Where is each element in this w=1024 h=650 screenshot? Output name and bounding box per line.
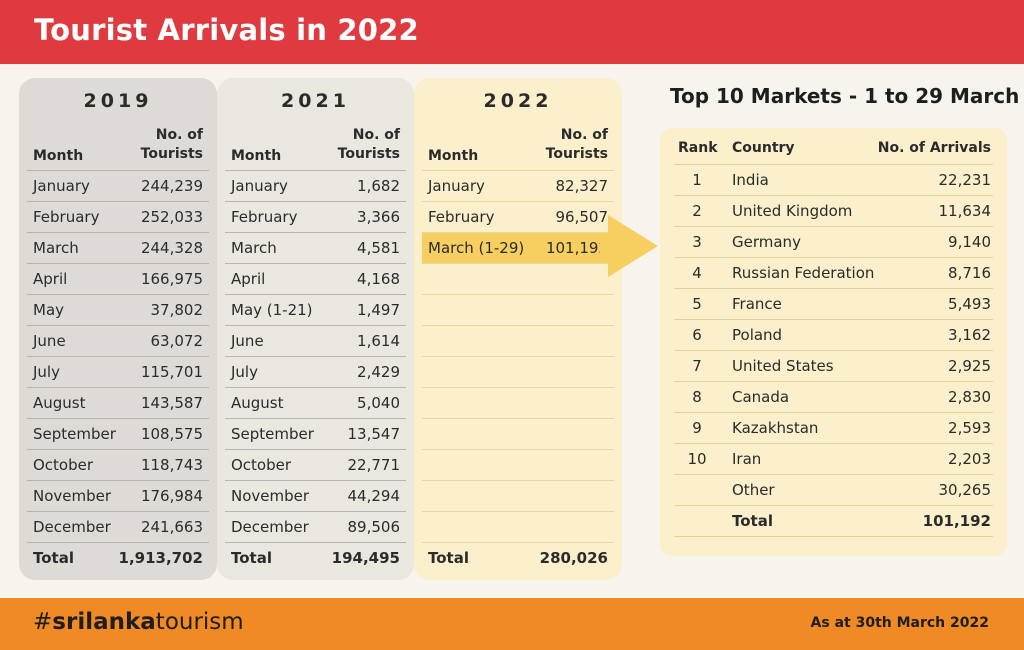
markets-rows: 1 India 22,231 2 United Kingdom 11,634 3 Germ… xyxy=(674,164,993,537)
arrivals-header: No. of Arrivals xyxy=(877,140,991,156)
table-row: December 241,663 xyxy=(27,511,209,542)
table-row: February 252,033 xyxy=(27,201,209,232)
table-row: 9 Kazakhstan 2,593 xyxy=(674,412,993,443)
table-row: January 82,327 xyxy=(422,170,614,201)
table-row: May (1-21) 1,497 xyxy=(225,294,406,325)
month-header: Month xyxy=(231,148,282,164)
page-title: Tourist Arrivals in 2022 xyxy=(34,13,419,47)
table-row: August 143,587 xyxy=(27,387,209,418)
panel-2021: 2021 Month No. of Tourists January 1,682 F… xyxy=(217,78,414,580)
table-row: June 63,072 xyxy=(27,325,209,356)
total-row: Total 194,495 xyxy=(225,542,406,573)
table-row: October 118,743 xyxy=(27,449,209,480)
country-header: Country xyxy=(732,140,795,156)
table-row: 1 India 22,231 xyxy=(674,164,993,195)
table-row xyxy=(422,511,614,542)
column-header: Month No. of Tourists xyxy=(428,124,608,168)
highlighted-row: March (1-29) 101,192 xyxy=(422,232,614,263)
table-row: August 5,040 xyxy=(225,387,406,418)
table-row xyxy=(422,480,614,511)
hashtag: #srilankatourism xyxy=(33,609,244,635)
header-banner: Tourist Arrivals in 2022 xyxy=(0,0,1024,64)
month-header: Month xyxy=(33,148,84,164)
total-row: Total 280,026 xyxy=(422,542,614,573)
year-label: 2022 xyxy=(483,90,553,112)
markets-table: Rank Country No. of Arrivals 1 India 22,23… xyxy=(660,128,1007,556)
panel-2022: 2022 Month No. of Tourists January 82,327 … xyxy=(414,78,622,580)
as-at-date: As at 30th March 2022 xyxy=(810,615,989,631)
table-row xyxy=(422,325,614,356)
table-row xyxy=(422,387,614,418)
panel-2019: 2019 Month No. of Tourists January 244,239… xyxy=(19,78,217,580)
table-row: 5 France 5,493 xyxy=(674,288,993,319)
tourists-header: No. of Tourists xyxy=(140,127,203,162)
table-row: July 115,701 xyxy=(27,356,209,387)
month-rows: January 244,239 February 252,033 March 244,… xyxy=(27,170,209,573)
year-label: 2019 xyxy=(83,90,153,112)
table-row: November 176,984 xyxy=(27,480,209,511)
total-row: Total 1,913,702 xyxy=(27,542,209,573)
markets-header: Rank Country No. of Arrivals xyxy=(674,138,993,160)
table-row: June 1,614 xyxy=(225,325,406,356)
table-row: 4 Russian Federation 8,716 xyxy=(674,257,993,288)
table-row: January 1,682 xyxy=(225,170,406,201)
total-row: Total 101,192 xyxy=(674,505,993,537)
table-row: March 244,328 xyxy=(27,232,209,263)
table-row: 3 Germany 9,140 xyxy=(674,226,993,257)
month-header: Month xyxy=(428,148,479,164)
table-row: December 89,506 xyxy=(225,511,406,542)
table-row: November 44,294 xyxy=(225,480,406,511)
table-row: 10 Iran 2,203 xyxy=(674,443,993,474)
rank-header: Rank xyxy=(678,140,718,156)
table-row xyxy=(422,418,614,449)
column-header: Month No. of Tourists xyxy=(231,124,400,168)
table-row: January 244,239 xyxy=(27,170,209,201)
tourists-header: No. of Tourists xyxy=(337,127,400,162)
table-row: February 96,507 xyxy=(422,201,614,232)
month-rows: January 82,327 February 96,507 March (1-29… xyxy=(422,170,614,573)
table-row: 6 Poland 3,162 xyxy=(674,319,993,350)
table-row xyxy=(422,449,614,480)
table-row: July 2,429 xyxy=(225,356,406,387)
table-row: April 4,168 xyxy=(225,263,406,294)
tourists-header: No. of Tourists xyxy=(545,127,608,162)
table-row: April 166,975 xyxy=(27,263,209,294)
month-rows: January 1,682 February 3,366 March 4,581 Ap… xyxy=(225,170,406,573)
table-row: 8 Canada 2,830 xyxy=(674,381,993,412)
table-row xyxy=(422,263,614,294)
arrow-right-icon xyxy=(608,215,658,277)
table-row: February 3,366 xyxy=(225,201,406,232)
footer-banner: #srilankatourism As at 30th March 2022 xyxy=(0,598,1024,650)
table-row: March 4,581 xyxy=(225,232,406,263)
year-label: 2021 xyxy=(281,90,350,112)
table-row: May 37,802 xyxy=(27,294,209,325)
markets-title: Top 10 Markets - 1 to 29 March xyxy=(670,84,1020,108)
table-row xyxy=(422,356,614,387)
table-row: September 13,547 xyxy=(225,418,406,449)
table-row: Other 30,265 xyxy=(674,474,993,505)
table-row: 2 United Kingdom 11,634 xyxy=(674,195,993,226)
table-row: September 108,575 xyxy=(27,418,209,449)
table-row: October 22,771 xyxy=(225,449,406,480)
column-header: Month No. of Tourists xyxy=(33,124,203,168)
table-row: 7 United States 2,925 xyxy=(674,350,993,381)
table-row xyxy=(422,294,614,325)
